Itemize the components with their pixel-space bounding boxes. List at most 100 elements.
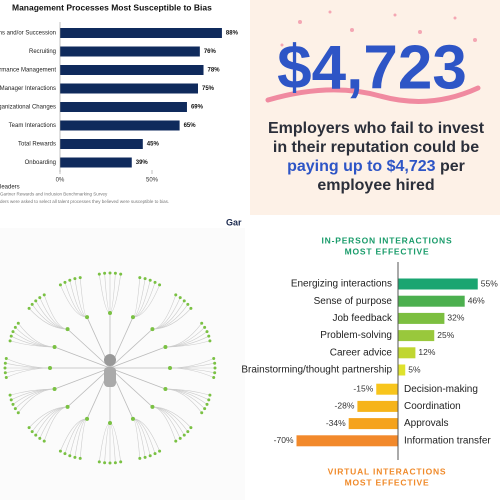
y-tick-label: Recruiting: [29, 49, 56, 55]
mindmap-node: [207, 398, 211, 402]
mindmap-node: [138, 456, 142, 460]
mindmap-node: [178, 436, 182, 440]
mindmap-hub: [108, 311, 112, 315]
category-label: Job feedback: [333, 313, 393, 324]
mindmap-branch: [169, 367, 214, 378]
mindmap-node: [153, 280, 157, 284]
mindmap-node: [186, 302, 190, 306]
mindmap-node: [9, 334, 13, 338]
bar: [60, 46, 200, 57]
bar: [398, 295, 465, 307]
bar: [60, 157, 132, 168]
mindmap-hub: [52, 387, 57, 392]
logo: Gar: [226, 217, 242, 227]
mindmap-node: [27, 426, 31, 430]
value-label: 65%: [184, 123, 197, 129]
mindmap-node: [97, 272, 101, 276]
mindmap-hub: [85, 416, 90, 421]
mindmap-hub: [150, 404, 155, 409]
value-label: 55%: [481, 278, 498, 288]
y-tick-label: ons and/or Succession: [0, 31, 56, 37]
mindmap-node: [200, 411, 204, 415]
mindmap-node: [16, 411, 20, 415]
x-tick-label: 0%: [56, 178, 65, 184]
mindmap-node: [158, 283, 162, 287]
bar: [60, 83, 198, 94]
bar: [296, 435, 398, 447]
y-tick-label: Total Rewards: [18, 142, 56, 148]
mindmap-branch: [165, 340, 210, 348]
bar: [357, 400, 398, 412]
mindmap-hub: [168, 366, 172, 370]
mindmap-node: [208, 339, 212, 343]
x-tick-label: 50%: [146, 178, 159, 184]
mindmap-node: [58, 283, 62, 287]
mindmap-node: [34, 299, 38, 303]
mindmap-node: [78, 276, 82, 280]
mindmap-node: [108, 461, 112, 465]
mindmap-node: [8, 393, 12, 397]
mindmap-figure: [104, 367, 116, 387]
mindmap-node: [119, 272, 123, 276]
mindmap-node: [189, 426, 193, 430]
value-label: -34%: [326, 418, 346, 428]
mindmap-node: [174, 439, 178, 443]
bar: [376, 383, 398, 395]
mindmap-node: [63, 280, 67, 284]
y-tick-label: rformance Management: [0, 68, 56, 74]
mindmap-node: [205, 402, 209, 406]
mindmap-node: [212, 356, 216, 360]
category-label: Career advice: [330, 347, 393, 358]
mindmap-hub: [65, 404, 70, 409]
mindmap-node: [158, 449, 162, 453]
mindmap-hub: [130, 416, 135, 421]
y-tick-label: rganizational Changes: [0, 105, 56, 111]
mindmap-branch: [18, 323, 55, 348]
stat-text: employee hired: [317, 177, 434, 194]
mindmap-node: [13, 325, 17, 329]
mindmap-branch: [165, 388, 202, 413]
bar: [398, 364, 406, 376]
mindmap-node: [27, 306, 31, 310]
stat-text: per: [436, 158, 465, 175]
mindmap-bg: [0, 228, 245, 500]
value-label: 25%: [437, 330, 454, 340]
category-label: Problem-solving: [320, 330, 392, 341]
mindmap-node: [8, 339, 12, 343]
mindmap-node: [143, 455, 147, 459]
mindmap-node: [73, 277, 77, 281]
bar: [398, 312, 445, 324]
mindmap-node: [208, 393, 212, 397]
mindmap-node: [148, 278, 152, 282]
stat-card-bg: [250, 0, 500, 215]
mindmap-link: [109, 367, 153, 408]
value-label: 76%: [204, 49, 217, 55]
mindmap-node: [3, 361, 7, 365]
mindmap-node: [97, 460, 101, 464]
value-label: 88%: [226, 31, 239, 37]
mindmap-node: [9, 398, 13, 402]
mindmap-link: [109, 346, 166, 369]
category-label: Energizing interactions: [291, 279, 392, 290]
mindmap-link: [54, 346, 111, 369]
value-label: 45%: [147, 142, 160, 148]
value-label: 39%: [136, 160, 149, 166]
mindmap-node: [78, 456, 82, 460]
bar: [60, 28, 222, 38]
mindmap-node: [153, 452, 157, 456]
mindmap-node: [138, 276, 142, 280]
y-tick-label: Onboarding: [25, 160, 56, 166]
mindmap-hub: [163, 344, 168, 349]
category-label: Approvals: [404, 418, 448, 429]
bar: [60, 65, 204, 75]
mindmap-node: [200, 321, 204, 325]
mindmap-node: [174, 293, 178, 297]
mindmap-node: [34, 433, 38, 437]
stat-text: Employers who fail to invest: [268, 120, 485, 137]
chart-footer-title: MOST EFFECTIVE: [345, 477, 430, 487]
mindmap-node: [4, 376, 8, 380]
mindmap-node: [148, 454, 152, 458]
mindmap-node: [189, 306, 193, 310]
chart-footer-title: VIRTUAL INTERACTIONS: [328, 466, 447, 476]
chart-title: IN-PERSON INTERACTIONS: [322, 235, 453, 245]
